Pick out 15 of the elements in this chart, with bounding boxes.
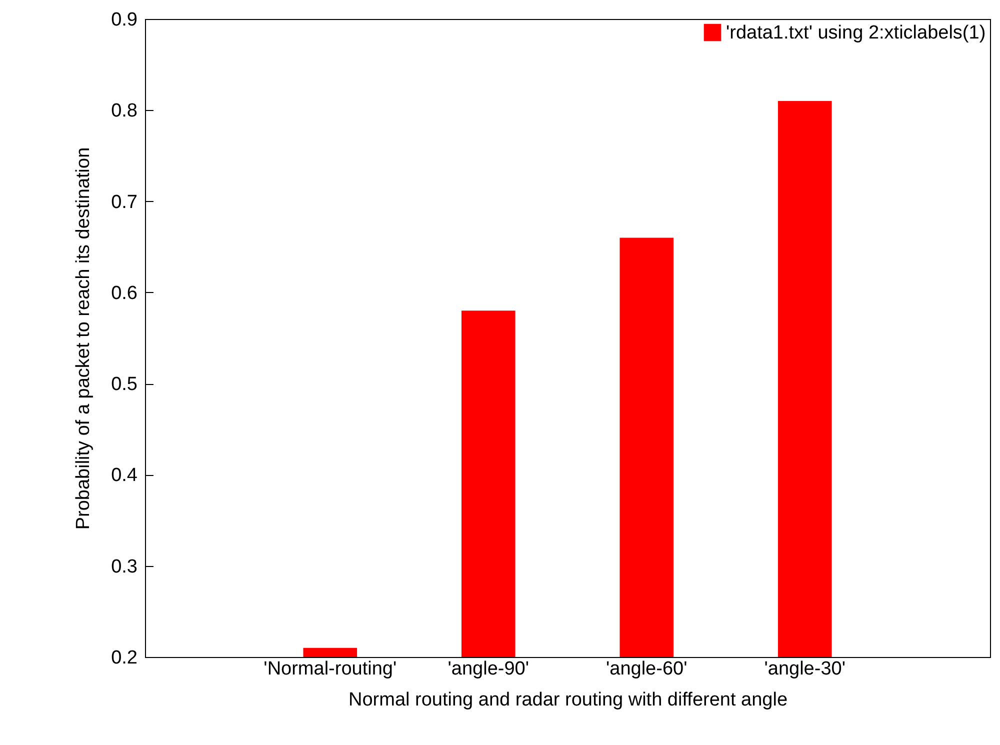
y-tick-label: 0.6 — [111, 282, 138, 304]
y-axis-title: Probability of a packet to reach its destination — [73, 147, 94, 530]
x-tick-label: 'angle-90' — [448, 658, 529, 680]
y-tick-label: 0.2 — [111, 648, 138, 668]
y-tick-label: 0.3 — [111, 556, 138, 578]
legend-label: 'rdata1.txt' using 2:xticlabels(1) — [726, 22, 986, 44]
y-tick-label: 0.9 — [111, 10, 138, 30]
x-axis-title: Normal routing and radar routing with different angle — [348, 690, 788, 710]
x-tick-label: 'Normal-routing' — [264, 658, 397, 680]
y-tick-label: 0.4 — [111, 465, 138, 486]
x-tick-label: 'angle-60' — [606, 658, 688, 680]
x-tick-label: 'angle-30' — [764, 658, 846, 680]
y-tick-label: 0.8 — [111, 100, 138, 122]
y-tick-label: 0.7 — [111, 192, 138, 213]
y-tick-label: 0.5 — [111, 374, 138, 396]
